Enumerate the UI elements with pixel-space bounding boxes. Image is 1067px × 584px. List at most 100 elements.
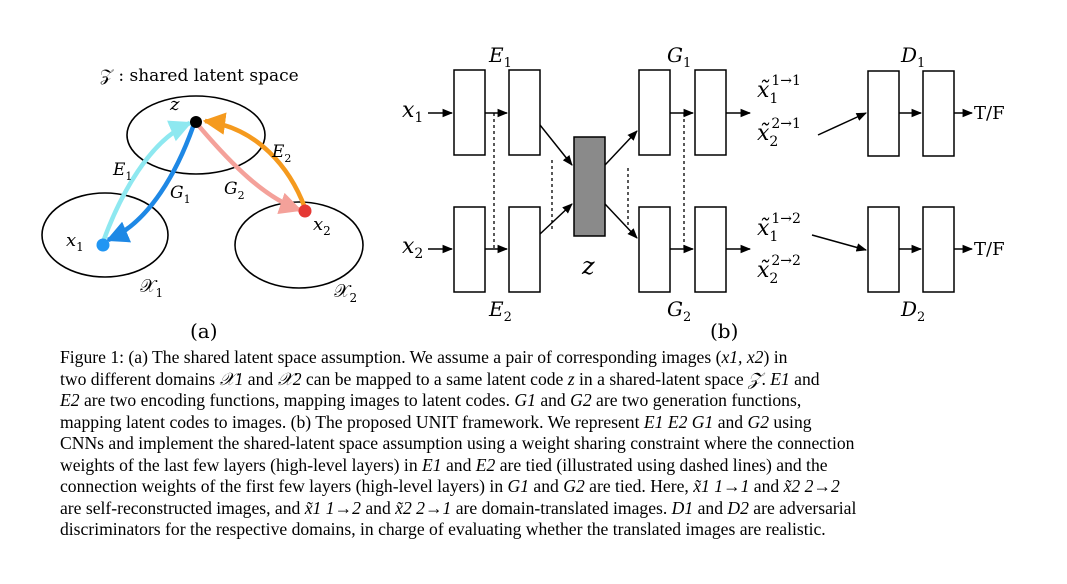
z-point	[190, 116, 202, 128]
math-G2: G2	[563, 476, 585, 496]
math-D2: D2	[727, 497, 749, 518]
g2-arrow	[196, 123, 303, 215]
domain1-ellipse	[41, 192, 169, 278]
caption-line-2: two different domains 𝒳1 and 𝒳2 can be m…	[60, 369, 1020, 391]
caption-line-9: discriminators for the respective domain…	[60, 519, 826, 539]
panel-a-label: (a)	[190, 319, 218, 343]
output-x1-1to2: x̃11→2	[757, 211, 801, 245]
encoder-e1-layer-1	[453, 69, 486, 156]
z-to-g2-arrow	[604, 203, 638, 239]
input-x1-label: x1	[402, 98, 423, 126]
caption-line-5: CNNs and implement the shared-latent spa…	[60, 433, 855, 453]
caption-text: can be mapped to a same latent code	[301, 368, 568, 389]
math-E2: E2	[475, 454, 496, 475]
caption-text: are domain-translated images.	[451, 497, 672, 518]
encoder-e2-label: E2	[488, 297, 512, 325]
panel-b-label: (b)	[710, 319, 738, 343]
output-x2-2to1: x̃22→1	[757, 116, 801, 150]
generator-g1-label: G1	[667, 43, 691, 71]
caption-line-8: are self-reconstructed images, and x̃1 1…	[60, 498, 1020, 520]
caption-text: and	[749, 476, 784, 496]
g2-arrow-label: G2	[224, 179, 245, 202]
discriminator-d1-label: D1	[900, 43, 925, 71]
domain2-label: 𝒳2	[334, 281, 357, 305]
caption-text: weights of the last few layers (high-lev…	[60, 454, 423, 475]
x2-point	[298, 204, 312, 218]
caption-line-1: Figure 1: (a) The shared latent space as…	[60, 347, 1020, 369]
e1-to-z-arrow	[539, 124, 573, 166]
generator-g2-layer-2	[694, 206, 727, 293]
encoder-e1-layer-2	[508, 69, 541, 156]
caption-text: are tied (illustrated using dashed lines…	[495, 454, 828, 475]
math-D1: D1	[671, 497, 694, 518]
latent-space-ellipse	[126, 95, 266, 175]
discriminator-d2-layer-2	[922, 206, 955, 293]
math-E2: E2	[60, 390, 80, 410]
e2-arrow-label: E2	[271, 142, 291, 165]
tf1-label: T/F	[974, 103, 1005, 124]
caption-text: and	[789, 368, 820, 389]
caption-text: and	[360, 497, 396, 518]
discriminator-d1-layer-2	[922, 70, 955, 157]
e2-to-z-arrow	[539, 203, 573, 235]
x1-point	[96, 238, 110, 252]
math-x12: x̃1 1→2	[304, 497, 361, 518]
math-G2: G2	[747, 411, 770, 432]
x1-label: x1	[66, 230, 84, 254]
caption-text: and	[243, 368, 278, 389]
x2-label: x2	[313, 214, 331, 238]
math-E1: E1	[770, 368, 790, 389]
generator-g2-layer-1	[638, 206, 671, 293]
math-G1: G1	[514, 390, 536, 410]
math-E1: E1	[422, 454, 442, 475]
output-x2-2to2: x̃22→2	[757, 253, 801, 287]
math-X1: 𝒳1	[219, 368, 244, 389]
latent-code-z-block	[573, 136, 606, 237]
math-X2: 𝒳2	[277, 368, 302, 389]
caption-text: are self-reconstructed images, and	[60, 497, 305, 518]
generator-g1-layer-1	[638, 69, 671, 156]
caption-text: mapping latent codes to images. (b) The …	[60, 411, 644, 432]
caption-line-3: E2 are two encoding functions, mapping i…	[60, 390, 1020, 412]
panel-a: 𝒵 : shared latent space z x1 x2 𝒳1 𝒳2 E1…	[41, 66, 364, 343]
caption-text: connection weights of the first few laye…	[60, 476, 508, 496]
input-x2-label: x2	[402, 234, 423, 262]
generator-g1-layer-2	[694, 69, 727, 156]
discriminator-d2-label: D2	[900, 297, 925, 325]
caption-text: are adversarial	[748, 497, 857, 518]
caption-text: are two generation functions,	[591, 390, 802, 410]
latent-code-z-label: z	[581, 252, 595, 280]
caption-text: using	[769, 411, 812, 432]
caption-text: and	[693, 497, 728, 518]
caption-text: are two encoding functions, mapping imag…	[79, 390, 515, 410]
caption-text: in a shared-latent space	[574, 368, 749, 389]
caption-text: and	[713, 411, 748, 432]
caption-text: and	[535, 390, 571, 410]
caption-text: (a) The shared latent space assumption. …	[124, 347, 722, 367]
g1-arrow	[105, 123, 197, 243]
shared-latent-space-label: 𝒵 : shared latent space	[100, 66, 299, 86]
caption-lead: Figure 1:	[60, 347, 125, 367]
caption-text: ) in	[763, 347, 788, 367]
encoder-e1-label: E1	[488, 43, 512, 71]
figure-diagram: 𝒵 : shared latent space z x1 x2 𝒳1 𝒳2 E1…	[41, 43, 1005, 343]
caption-text: and	[529, 476, 564, 496]
caption-text: are tied. Here,	[584, 476, 694, 496]
math-E1E2G1: E1 E2 G1	[643, 411, 714, 432]
e2-arrow	[202, 112, 308, 209]
tf2-label: T/F	[974, 239, 1005, 260]
domain2-ellipse	[234, 201, 364, 289]
to-d1-arrow	[817, 112, 867, 136]
math-x21: x̃2 2→1	[395, 497, 452, 518]
caption-line-7: connection weights of the first few laye…	[60, 476, 1020, 498]
math-x11: x̃1 1→1	[693, 476, 750, 496]
z-to-g1-arrow	[604, 130, 638, 166]
discriminator-d1-layer-1	[867, 70, 900, 157]
g1-arrow-label: G1	[170, 183, 191, 206]
math-z: z	[567, 368, 575, 389]
caption-text: .	[761, 368, 771, 389]
panel-b: x1 x2 E1 E2 z G1	[402, 43, 1005, 343]
math-G2: G2	[570, 390, 592, 410]
encoder-e2-layer-1	[453, 206, 486, 293]
output-x1-1to1: x̃11→1	[757, 73, 801, 107]
